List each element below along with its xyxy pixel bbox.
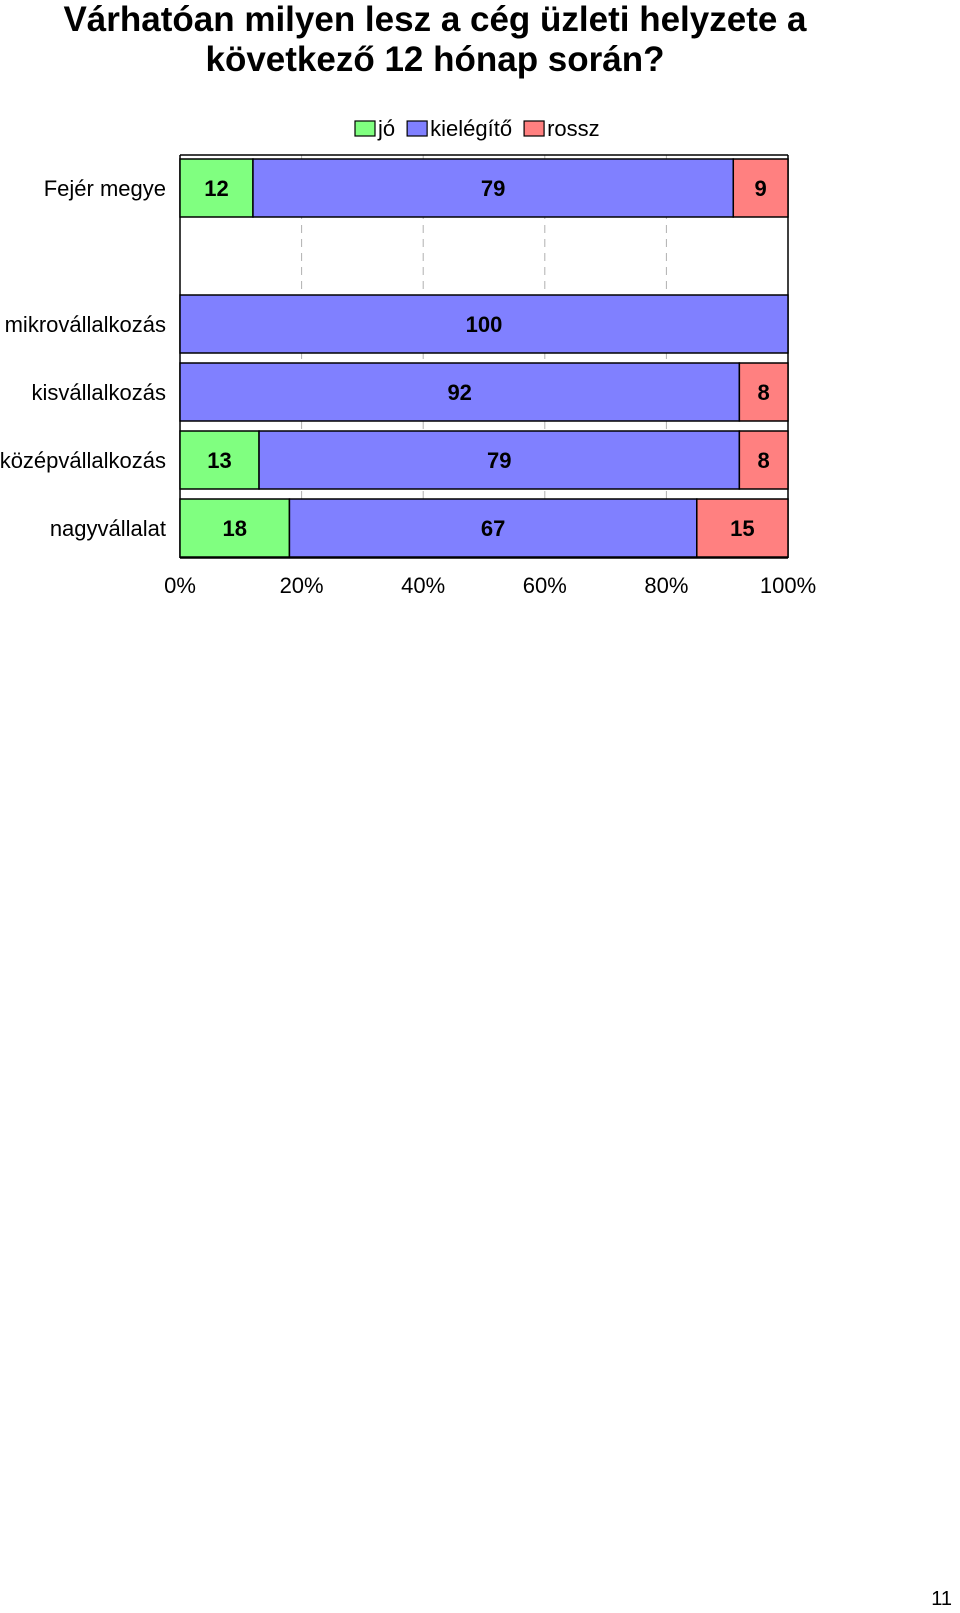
stacked-bar-chart: 12 79 9 100 92 8 13 79 8 18 67 15 Fejér megye mikrov… (0, 116, 816, 598)
bars: 12 79 9 100 92 8 13 79 8 18 67 15 (179, 158, 789, 558)
category-label: kisvállalkozás (32, 380, 167, 405)
data-label: 8 (758, 380, 770, 405)
category-label: Fejér megye (44, 176, 166, 201)
data-label: 100 (466, 312, 503, 337)
bar-segment (288, 498, 698, 558)
x-tick-label: 40% (401, 573, 445, 598)
legend-label: kielégítő (430, 116, 512, 141)
category-labels: Fejér megye mikrovállalkozás kisvállalkozá… (0, 176, 166, 541)
x-tick-label: 100% (760, 573, 816, 598)
category-label: nagyvállalat (50, 516, 166, 541)
category-label: mikrovállalkozás (5, 312, 166, 337)
data-label: 8 (758, 448, 770, 473)
legend-swatch (354, 120, 376, 137)
bar-segment (252, 158, 735, 218)
bar-segment (258, 430, 741, 490)
data-label: 12 (204, 176, 228, 201)
bar-segment (732, 158, 789, 218)
data-label: 15 (730, 516, 754, 541)
category-label: középvállalkozás (0, 448, 166, 473)
bar-segment (179, 158, 254, 218)
x-tick-label: 0% (164, 573, 196, 598)
data-label: 79 (481, 176, 505, 201)
data-label: 92 (447, 380, 471, 405)
legend-swatch (523, 120, 545, 137)
x-tick-label: 80% (644, 573, 688, 598)
x-tick-label: 20% (280, 573, 324, 598)
grid-lines (179, 154, 789, 559)
data-label: 79 (487, 448, 511, 473)
legend-label: rossz (547, 116, 600, 141)
chart-title-line-2: következő 12 hónap során? (205, 40, 665, 79)
legend-swatch (406, 120, 428, 137)
bar-segment (179, 362, 741, 422)
legend-label: jó (377, 116, 395, 141)
bar-segment (738, 430, 789, 490)
page-number: 11 (931, 1588, 952, 1610)
data-label: 13 (207, 448, 231, 473)
data-label: 9 (755, 176, 767, 201)
data-label: 18 (222, 516, 246, 541)
chart-title: Várhatóan milyen lesz a cég üzleti helyz… (0, 0, 870, 80)
chart-title-line-1: Várhatóan milyen lesz a cég üzleti helyz… (63, 0, 807, 39)
x-axis-ticks: 0% 20% 40% 60% 80% 100% (164, 573, 816, 598)
x-tick-label: 60% (523, 573, 567, 598)
bar-segment (179, 294, 789, 354)
bar-segment (179, 498, 291, 558)
legend: jó kielégítő rossz (354, 116, 600, 141)
bar-segment (738, 362, 789, 422)
bar-segment (696, 498, 789, 558)
data-label: 67 (481, 516, 505, 541)
